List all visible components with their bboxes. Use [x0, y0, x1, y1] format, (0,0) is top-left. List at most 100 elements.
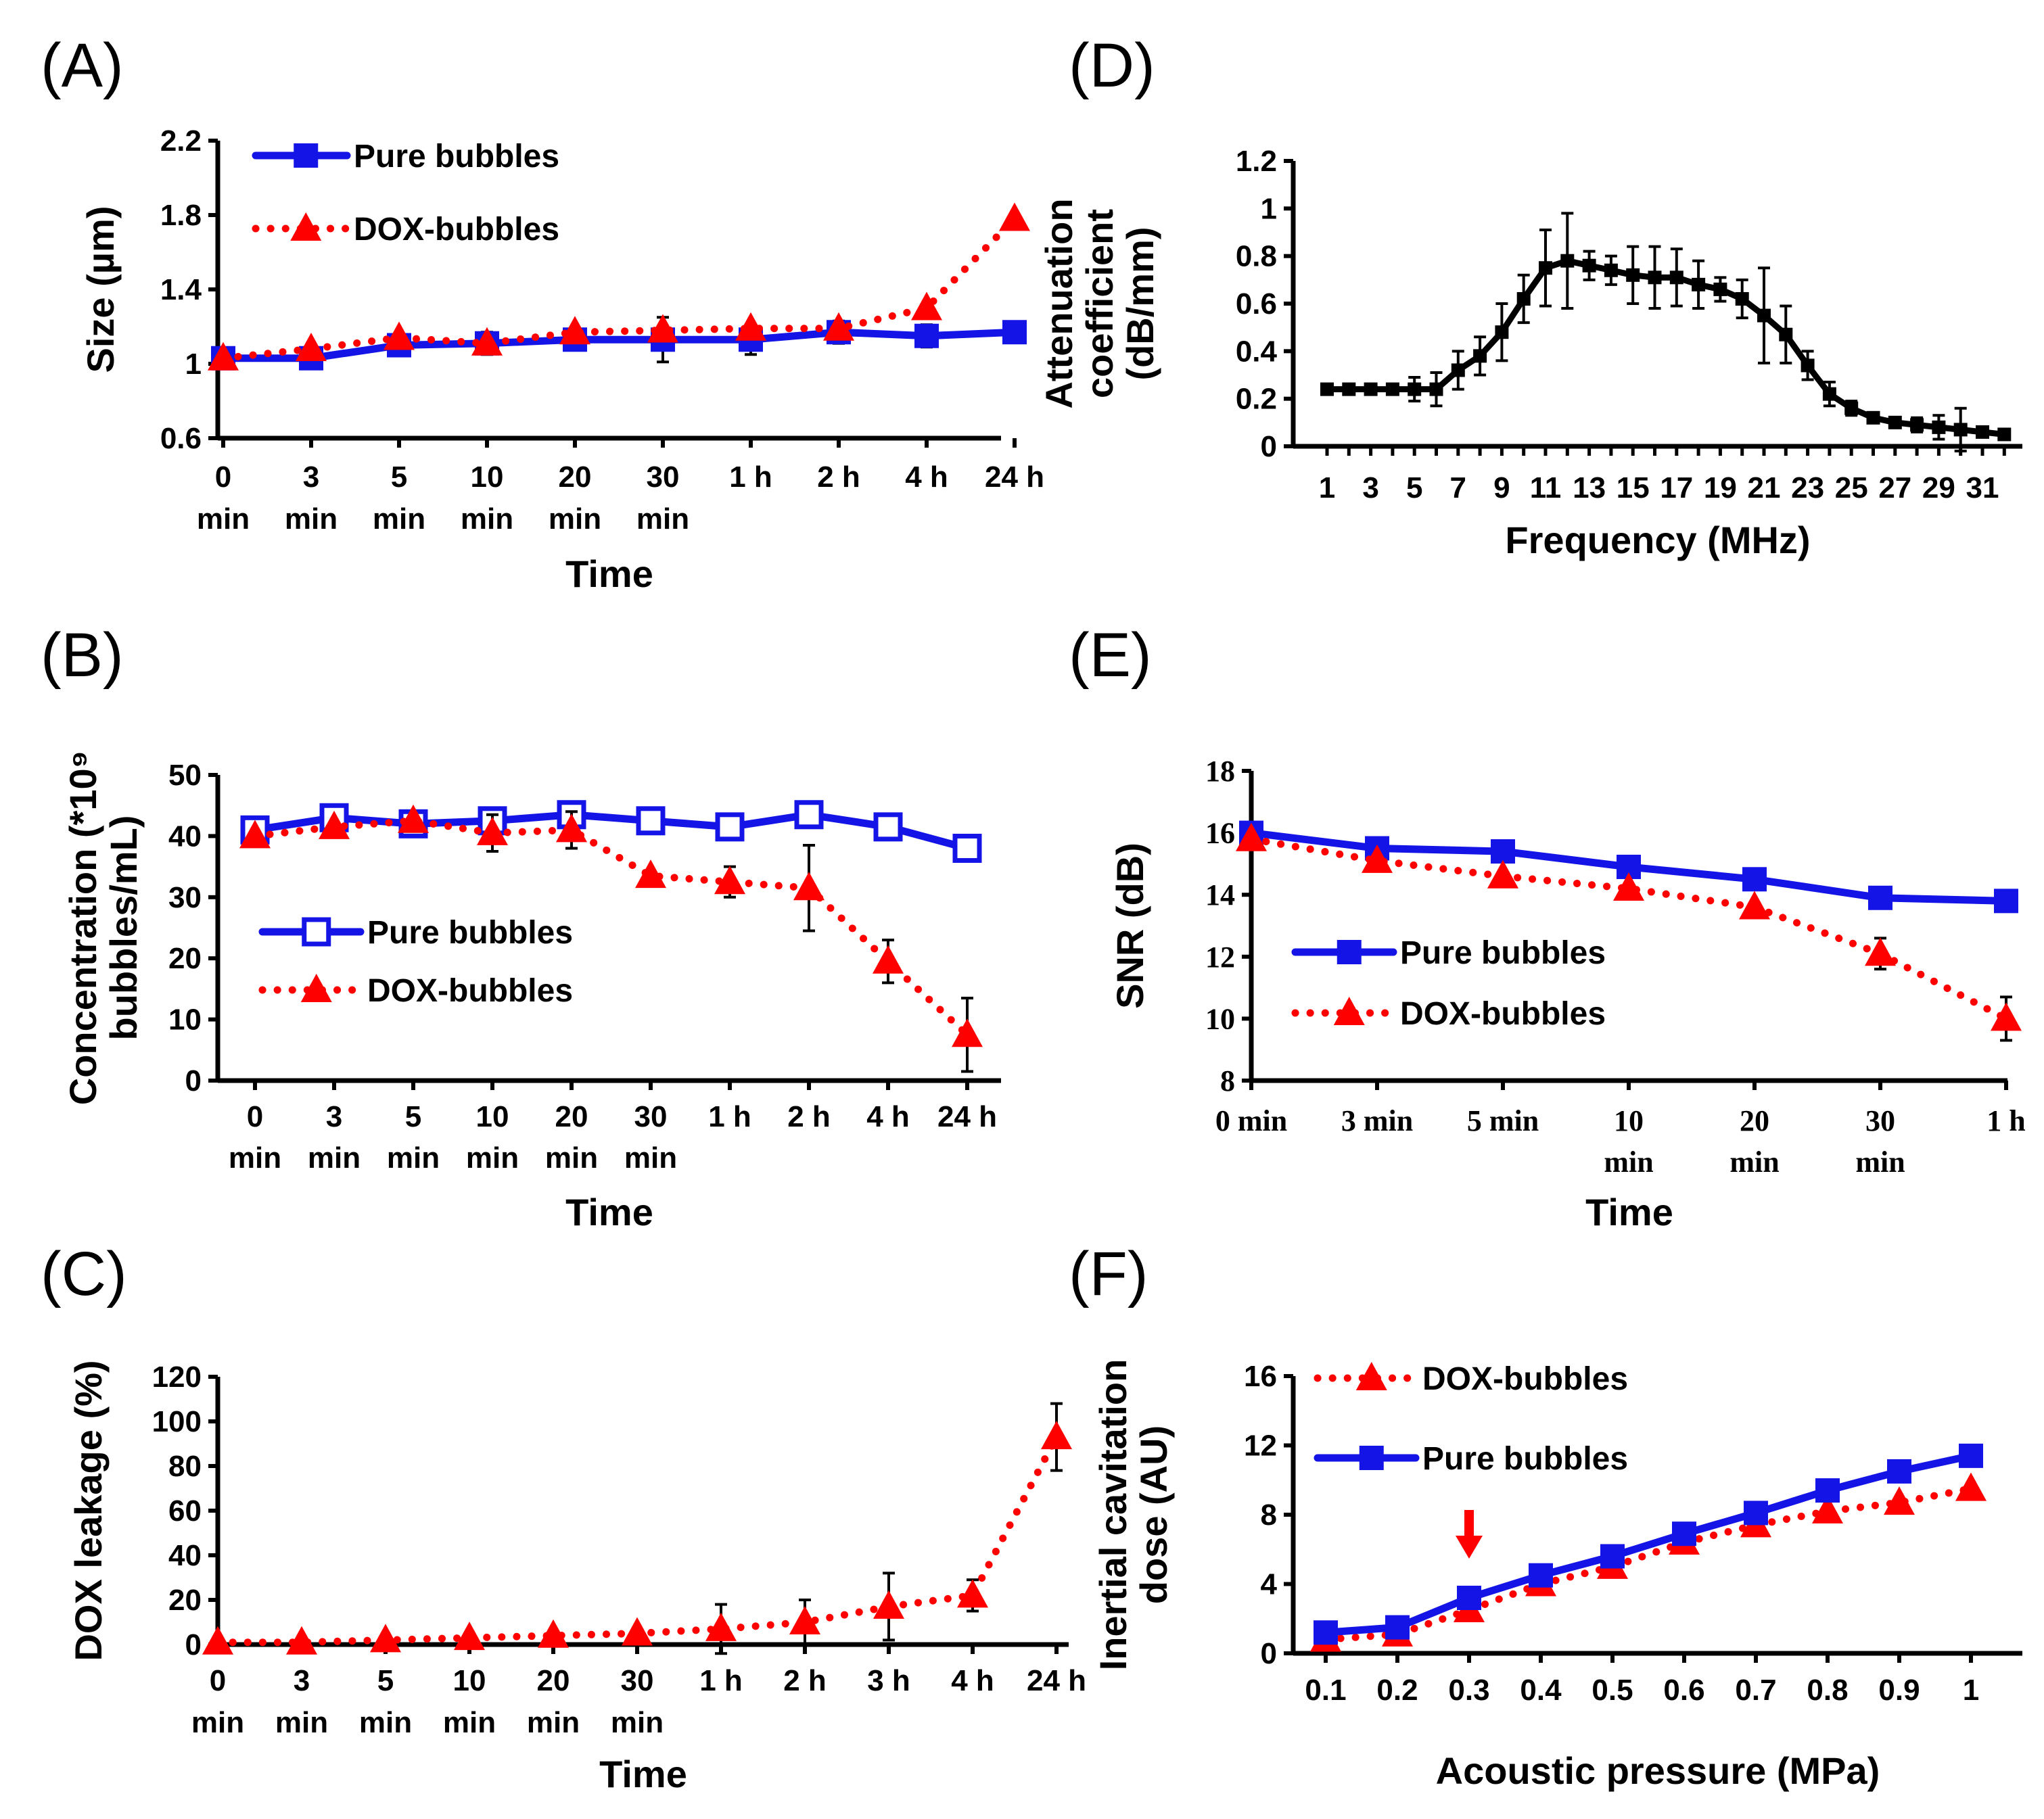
- x-tick-label: 4 h: [905, 460, 948, 494]
- data-point: [914, 323, 939, 348]
- y-tick-label: 40: [168, 820, 202, 853]
- data-point: [1888, 415, 1902, 429]
- data-point: [1539, 261, 1552, 275]
- x-tick-label: 21: [1748, 471, 1781, 504]
- y-tick-label: 0.8: [1236, 240, 1277, 273]
- series-line: [251, 817, 971, 1039]
- x-tick-label: 1 h: [699, 1664, 743, 1697]
- data-point: [1812, 1494, 1843, 1523]
- x-tick-label: 2 h: [787, 1100, 831, 1133]
- x-tick-label: min: [443, 1706, 496, 1739]
- data-point: [1844, 401, 1859, 415]
- panel-letter: (F): [1069, 1239, 1148, 1308]
- data-point: [1457, 1586, 1481, 1610]
- data-point: [1002, 320, 1027, 345]
- x-axis-title: Time: [565, 552, 653, 595]
- x-tick-label: 1: [1319, 471, 1335, 504]
- data-point: [1815, 1478, 1840, 1503]
- y-tick-label: 18: [1205, 755, 1235, 788]
- x-axis-title: Time: [1585, 1191, 1673, 1233]
- y-tick-label: 16: [1205, 817, 1235, 850]
- x-tick-label: 24 h: [1027, 1664, 1086, 1697]
- series-line: [219, 215, 1019, 362]
- x-tick-label: 0: [247, 1100, 263, 1133]
- x-tick-label: min: [1604, 1145, 1653, 1179]
- y-tick-label: 1: [185, 348, 202, 381]
- legend-label: Pure bubbles: [1400, 935, 1606, 971]
- x-tick-label: min: [466, 1141, 519, 1175]
- y-tick-label: 0.2: [1236, 383, 1277, 416]
- x-tick-label: 10: [476, 1100, 509, 1133]
- x-tick-label: 4 h: [951, 1664, 994, 1697]
- data-point: [1487, 859, 1518, 889]
- x-tick-label: 17: [1660, 471, 1693, 504]
- y-tick-label: 12: [1244, 1430, 1277, 1463]
- x-tick-label: 10: [471, 460, 504, 494]
- series-line: [1322, 1485, 1975, 1643]
- y-tick-label: 16: [1244, 1360, 1277, 1393]
- y-axis-title: Inertial cavitation: [1092, 1359, 1134, 1671]
- y-tick-label: 120: [152, 1361, 202, 1394]
- x-tick-label: min: [373, 502, 425, 536]
- x-tick-label: 0 min: [1215, 1104, 1287, 1137]
- data-point: [793, 872, 824, 901]
- panel-letter: (A): [41, 31, 124, 100]
- panel-letter: (E): [1069, 621, 1152, 690]
- data-point: [714, 866, 745, 895]
- data-point: [1385, 1615, 1410, 1640]
- x-tick-label: min: [527, 1706, 580, 1739]
- series-line: [219, 328, 1019, 362]
- data-point: [622, 1617, 653, 1646]
- data-point: [952, 833, 982, 863]
- panel-e: (E) 8 10 12 14 16 18 0 min 3 min 5 min 10 min 20 min 3…: [1069, 621, 2026, 1233]
- data-point: [384, 321, 415, 350]
- data-point: [1516, 291, 1531, 306]
- x-axis-title: Time: [599, 1753, 687, 1795]
- data-point: [1342, 382, 1356, 396]
- y-axis-title: Concentration (*10⁹: [62, 751, 104, 1105]
- y-tick-label: 20: [168, 1584, 202, 1617]
- panel-c: (C) 0 20 40 60 80 100 120 0 min 3 min 5 min 10 min 20 min…: [41, 1239, 1086, 1795]
- legend-label: DOX-bubbles: [354, 212, 559, 247]
- x-tick-label: 9: [1493, 471, 1510, 504]
- y-tick-label: 0.6: [160, 422, 202, 455]
- data-point: [370, 1624, 401, 1653]
- x-tick-label: 3: [326, 1100, 342, 1133]
- x-tick-label: min: [191, 1706, 244, 1739]
- data-point: [556, 813, 587, 843]
- panel-b: (B) 0 10 20 30 40 50 0 min 3 min 5 min 10 min 20 min 30 mi…: [41, 621, 1001, 1233]
- data-point: [873, 1590, 904, 1619]
- data-point: [1866, 410, 1880, 425]
- data-point: [559, 316, 590, 345]
- y-tick-label: 8: [1261, 1498, 1277, 1532]
- x-tick-label: 5 min: [1467, 1104, 1539, 1137]
- x-tick-label: min: [285, 502, 338, 536]
- y-tick-label: 4: [1261, 1568, 1278, 1601]
- data-point: [1991, 1002, 2022, 1031]
- data-point: [1976, 425, 1989, 439]
- data-point: [873, 812, 903, 842]
- data-point: [952, 1018, 983, 1047]
- data-point: [911, 291, 942, 321]
- x-tick-label: 3 min: [1341, 1104, 1413, 1137]
- legend-marker: [1355, 1362, 1387, 1390]
- data-point: [1868, 885, 1892, 910]
- data-point: [1932, 420, 1946, 434]
- data-point: [286, 1626, 317, 1655]
- legend-label: Pure bubbles: [367, 915, 573, 951]
- legend-marker: [1359, 1446, 1384, 1470]
- data-point: [1429, 382, 1443, 396]
- x-tick-label: min: [545, 1141, 598, 1175]
- data-point: [296, 333, 327, 361]
- legend-label: Pure bubbles: [354, 139, 559, 174]
- x-tick-label: 20: [1740, 1104, 1769, 1137]
- y-tick-label: 100: [152, 1405, 202, 1438]
- x-tick-label: 5: [405, 1100, 421, 1133]
- y-tick-label: 12: [1205, 941, 1235, 974]
- data-point: [1626, 268, 1640, 282]
- y-tick-label: 10: [168, 1003, 202, 1037]
- data-point: [1364, 382, 1378, 396]
- x-tick-label: min: [275, 1706, 328, 1739]
- panel-letter: (C): [41, 1239, 127, 1308]
- data-point: [1613, 872, 1644, 901]
